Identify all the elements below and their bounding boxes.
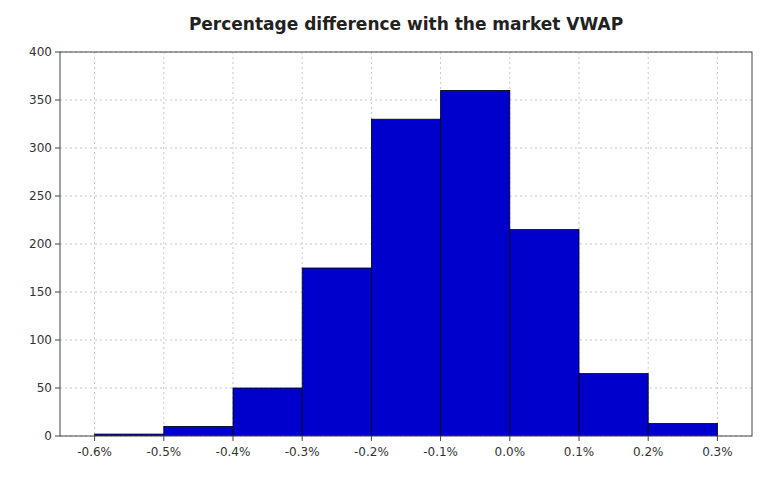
bar (648, 424, 717, 436)
grid-line-y (60, 100, 752, 101)
bar (302, 268, 371, 436)
y-tick (55, 244, 60, 245)
y-tick (55, 148, 60, 149)
x-tick-label: 0.3% (702, 445, 733, 459)
grid (60, 52, 752, 436)
y-tick (55, 196, 60, 197)
y-tick-label: 100 (29, 333, 52, 347)
y-axis: 0 50 100 150 200 250 300 350 400 (29, 45, 60, 443)
x-tick (440, 436, 441, 441)
y-tick-label: 400 (29, 45, 52, 59)
x-tick (302, 436, 303, 441)
x-tick (163, 436, 164, 441)
y-tick (55, 388, 60, 389)
x-tick-label: -0.4% (216, 445, 251, 459)
x-tick-label: -0.3% (285, 445, 320, 459)
x-tick-label: 0.1% (564, 445, 595, 459)
y-tick-label: 0 (44, 429, 52, 443)
y-tick (55, 340, 60, 341)
x-tick (371, 436, 372, 441)
bars (95, 90, 718, 436)
x-tick (94, 436, 95, 441)
x-tick-label: -0.2% (354, 445, 389, 459)
y-tick (55, 436, 60, 437)
bar (441, 90, 510, 436)
bar (233, 388, 302, 436)
title: Percentage difference with the market VW… (189, 14, 623, 34)
x-tick (717, 436, 718, 441)
grid-line-x (94, 52, 95, 436)
x-tick-label: -0.1% (423, 445, 458, 459)
y-tick (55, 100, 60, 101)
x-tick-label: -0.5% (146, 445, 181, 459)
x-tick (579, 436, 580, 441)
bar (510, 230, 579, 436)
grid-line-x (717, 52, 718, 436)
grid-line-x (163, 52, 164, 436)
y-tick-label: 150 (29, 285, 52, 299)
x-tick-label: 0.2% (633, 445, 664, 459)
y-tick-label: 350 (29, 93, 52, 107)
bar (579, 374, 648, 436)
x-tick (509, 436, 510, 441)
plot-frame (60, 52, 752, 436)
y-tick-label: 200 (29, 237, 52, 251)
y-tick-label: 250 (29, 189, 52, 203)
x-tick (233, 436, 234, 441)
grid-line-x (233, 52, 234, 436)
chart-container: Percentage difference with the market VW… (0, 0, 780, 480)
y-tick-label: 50 (37, 381, 52, 395)
x-tick (648, 436, 649, 441)
y-tick-label: 300 (29, 141, 52, 155)
y-tick (55, 292, 60, 293)
x-tick-label: -0.6% (77, 445, 112, 459)
y-tick (55, 52, 60, 53)
bar (164, 426, 233, 436)
bar (371, 119, 440, 436)
x-axis: -0.6% -0.5% -0.4% -0.3% -0.2% -0.1% 0.0% 0.1% 0.… (77, 436, 732, 459)
chart: Percentage difference with the market VW… (0, 0, 780, 480)
x-tick-label: 0.0% (495, 445, 526, 459)
